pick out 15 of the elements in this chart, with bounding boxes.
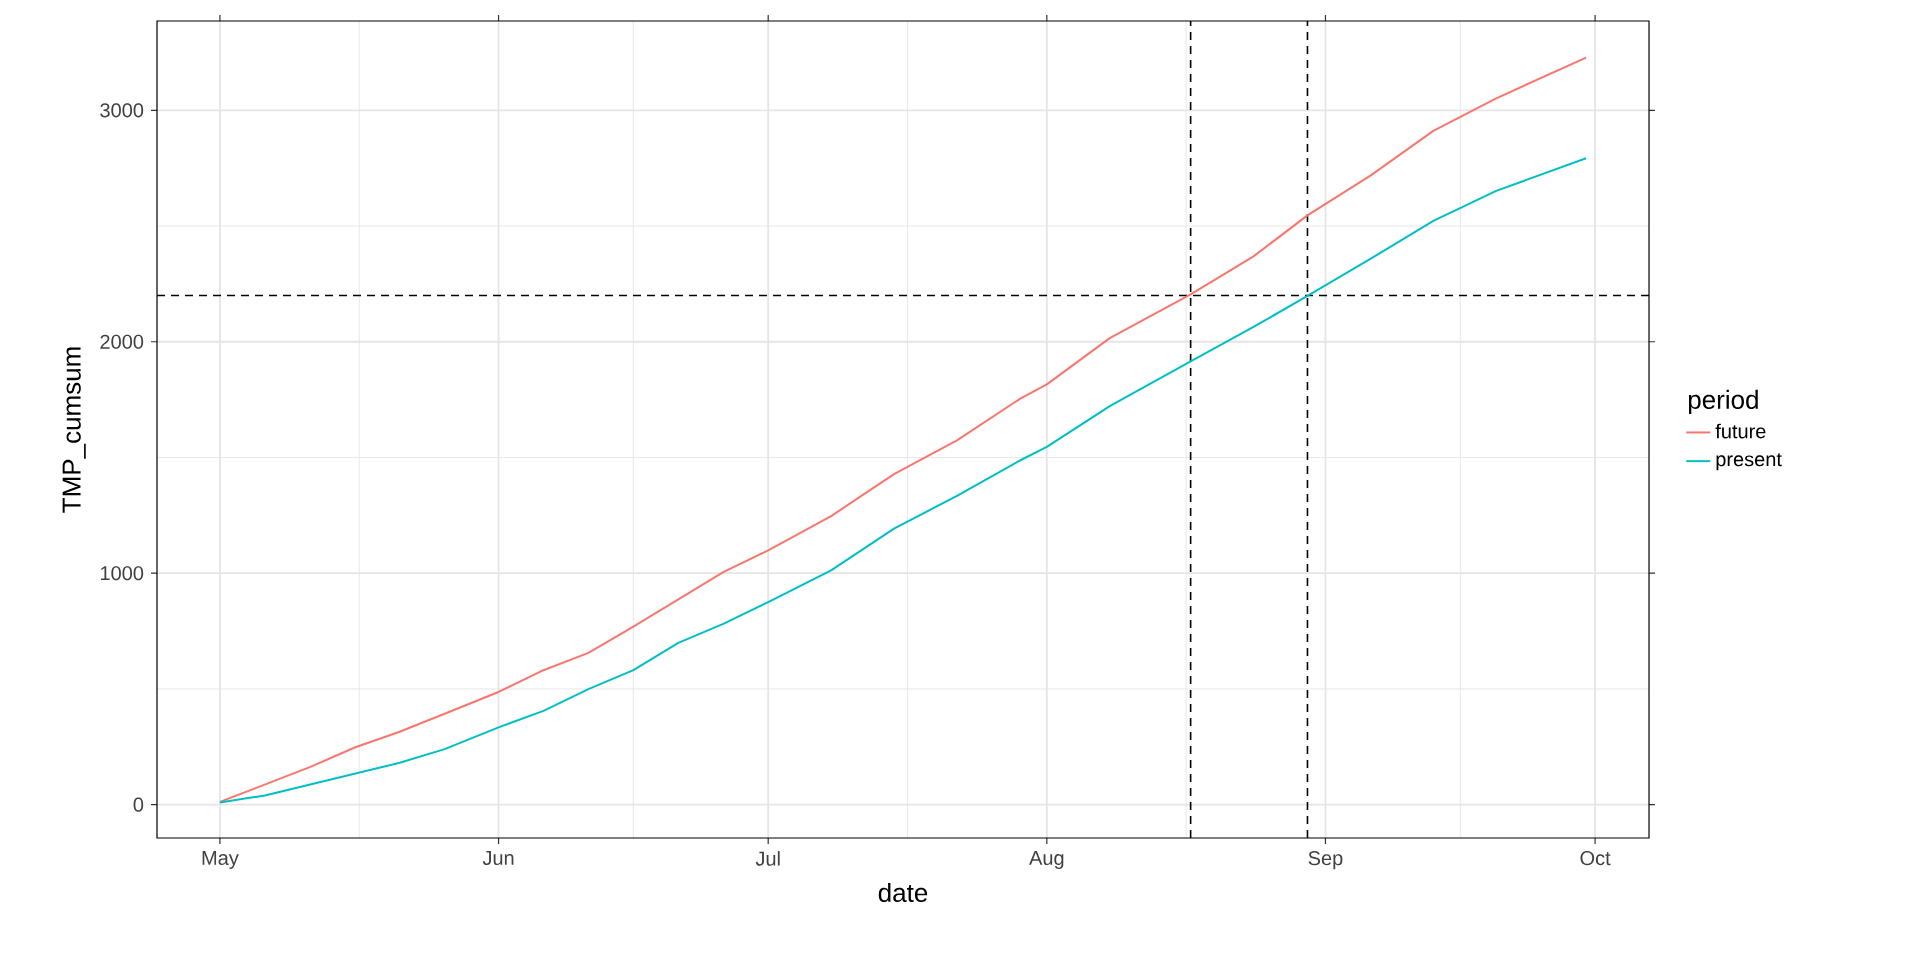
y-tick-label: 1000: [100, 566, 144, 581]
legend-label: present: [1716, 453, 1782, 471]
y-tick-label: 0: [133, 797, 144, 812]
y-tick-label: 3000: [100, 103, 144, 118]
x-tick-label: Oct: [1580, 851, 1611, 866]
x-axis-title: date: [878, 882, 928, 902]
y-axis-title: TMP_cumsum: [62, 347, 86, 513]
y-tick-label: 2000: [100, 334, 144, 349]
x-tick-label: Jun: [482, 851, 514, 866]
x-tick-label: May: [202, 851, 239, 869]
x-tick-label: Sep: [1308, 851, 1343, 870]
legend-label: future: [1715, 423, 1766, 439]
x-tick-label: Aug: [1029, 851, 1064, 869]
x-tick-label: Jul: [755, 851, 780, 866]
legend-title: period: [1688, 389, 1758, 415]
